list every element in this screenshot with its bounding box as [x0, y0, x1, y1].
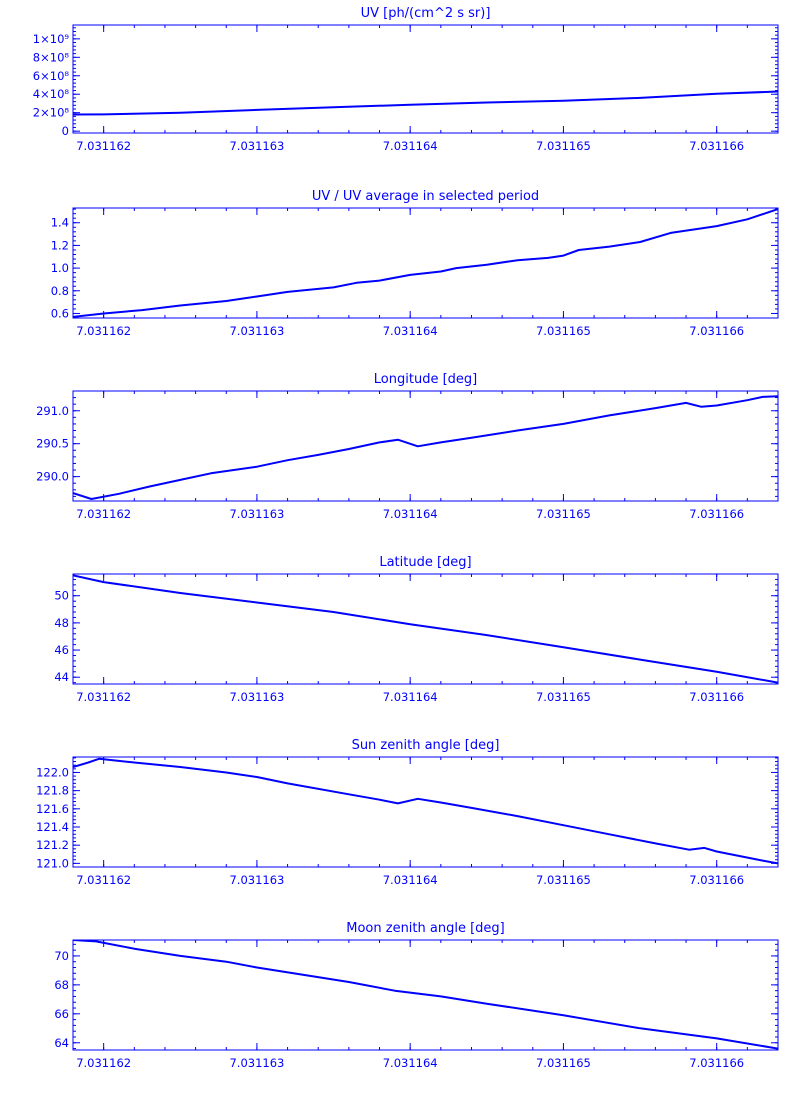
series-line — [73, 208, 778, 318]
y-tick-label: 122.0 — [36, 765, 69, 779]
chart-panel-2: UV / UV average in selected period 7.0311… — [51, 189, 779, 338]
x-tick-label: 7.031164 — [383, 873, 438, 887]
x-tick-label: 7.031164 — [383, 1056, 438, 1070]
y-tick-label: 121.0 — [36, 856, 69, 870]
y-tick-label: 0.6 — [51, 306, 69, 320]
y-tick-label: 1×10⁹ — [33, 32, 70, 46]
y-tick-label: 2×10⁸ — [33, 106, 70, 120]
y-tick-label: 8×10⁸ — [33, 50, 70, 64]
y-tick-label: 50 — [54, 589, 69, 603]
y-tick-label: 66 — [54, 1007, 69, 1021]
x-tick-label: 7.031162 — [76, 690, 131, 704]
series-line — [73, 574, 778, 684]
plot-frame — [72, 756, 779, 868]
x-tick-label: 7.031165 — [536, 1056, 591, 1070]
chart-title: Sun zenith angle [deg] — [352, 738, 500, 753]
plot-frame — [72, 207, 779, 319]
y-tick-label: 1.2 — [51, 238, 69, 252]
y-tick-label: 68 — [54, 978, 69, 992]
y-tick-label: 64 — [54, 1036, 69, 1050]
x-tick-label: 7.031165 — [536, 324, 591, 338]
x-tick-label: 7.031164 — [383, 324, 438, 338]
plot-frame — [72, 390, 779, 502]
x-tick-label: 7.031163 — [229, 139, 284, 153]
y-tick-label: 0.8 — [51, 284, 69, 298]
x-tick-label: 7.031166 — [689, 873, 744, 887]
plot-frame — [72, 24, 779, 134]
y-tick-label: 290.5 — [36, 437, 69, 451]
x-tick-label: 7.031164 — [383, 690, 438, 704]
y-tick-label: 1.4 — [51, 216, 69, 230]
x-tick-label: 7.031163 — [229, 690, 284, 704]
y-tick-label: 46 — [54, 643, 69, 657]
y-tick-label: 4×10⁸ — [33, 87, 70, 101]
x-tick-label: 7.031166 — [689, 324, 744, 338]
chart-title: Longitude [deg] — [374, 372, 477, 387]
x-tick-label: 7.031166 — [689, 690, 744, 704]
y-tick-label: 0 — [62, 124, 69, 138]
plot-frame — [72, 939, 779, 1051]
x-tick-label: 7.031162 — [76, 873, 131, 887]
plot-frame — [72, 573, 779, 685]
x-tick-label: 7.031162 — [76, 507, 131, 521]
y-tick-label: 121.4 — [36, 820, 69, 834]
y-tick-label: 6×10⁸ — [33, 69, 70, 83]
series-line — [73, 940, 778, 1050]
x-tick-label: 7.031165 — [536, 873, 591, 887]
y-tick-label: 48 — [54, 616, 69, 630]
x-tick-label: 7.031162 — [76, 1056, 131, 1070]
chart-title: Moon zenith angle [deg] — [346, 921, 504, 936]
series-line — [73, 90, 778, 116]
chart-title: Latitude [deg] — [379, 555, 471, 570]
y-tick-label: 1.0 — [51, 261, 69, 275]
x-tick-label: 7.031166 — [689, 1056, 744, 1070]
x-tick-label: 7.031164 — [383, 139, 438, 153]
y-tick-label: 290.0 — [36, 470, 69, 484]
chart-panel-4: Latitude [deg] 7.031162 7.031163 7.031164 7.… — [54, 555, 779, 704]
y-tick-label: 121.2 — [36, 838, 69, 852]
x-tick-label: 7.031162 — [76, 139, 131, 153]
x-tick-label: 7.031166 — [689, 139, 744, 153]
x-tick-label: 7.031163 — [229, 873, 284, 887]
chart-title: UV [ph/(cm^2 s sr)] — [361, 6, 491, 21]
chart-panel-3: Longitude [deg] 7.031162 7.031163 7.031164 7… — [36, 372, 779, 521]
series-line — [73, 395, 778, 500]
x-tick-label: 7.031165 — [536, 507, 591, 521]
x-tick-label: 7.031165 — [536, 690, 591, 704]
chart-panel-6: Moon zenith angle [deg] 7.031162 7.031163 7… — [54, 921, 779, 1070]
x-tick-label: 7.031162 — [76, 324, 131, 338]
chart-panel-1: UV [ph/(cm^2 s sr)] 7.031162 7.031163 7.031… — [33, 6, 779, 153]
x-tick-label: 7.031166 — [689, 507, 744, 521]
x-tick-label: 7.031163 — [229, 507, 284, 521]
x-tick-label: 7.031163 — [229, 1056, 284, 1070]
chart-title: UV / UV average in selected period — [312, 189, 539, 204]
series-line — [73, 757, 778, 865]
y-tick-label: 121.6 — [36, 802, 69, 816]
y-tick-label: 121.8 — [36, 784, 69, 798]
y-tick-label: 291.0 — [36, 404, 69, 418]
x-tick-label: 7.031164 — [383, 507, 438, 521]
x-tick-label: 7.031163 — [229, 324, 284, 338]
y-tick-label: 44 — [54, 670, 69, 684]
x-tick-label: 7.031165 — [536, 139, 591, 153]
chart-panel-5: Sun zenith angle [deg] 7.031162 7.031163 7.… — [36, 738, 779, 887]
y-tick-label: 70 — [54, 949, 69, 963]
